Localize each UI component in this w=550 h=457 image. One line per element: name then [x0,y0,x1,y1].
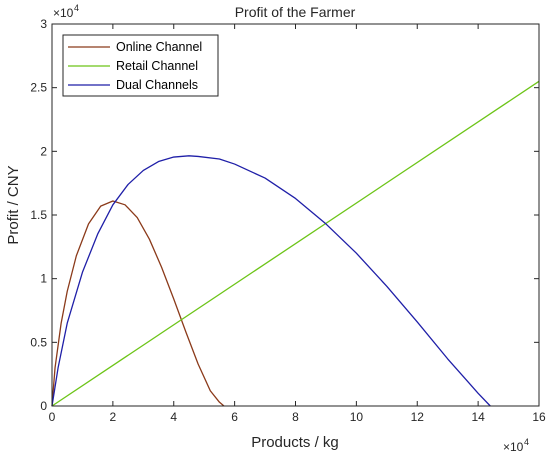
y-tick-label: 0.5 [30,335,47,349]
plot-area [51,80,540,407]
y-tick-label: 2 [40,144,47,158]
x-tick-label: 12 [411,410,425,424]
x-tick-label: 8 [292,410,299,424]
series-line-online-channel [51,200,225,407]
x-multiplier-exponent: 4 [524,437,529,447]
axes: 0 2 4 6 8 10 12 14 16 0 0.5 1 1.5 2 2.5 3 [30,17,546,424]
x-tick-label: 0 [49,410,56,424]
y-axis-multiplier: ×10 4 [53,3,79,20]
y-multiplier-exponent: 4 [74,3,79,13]
legend-label-online-channel: Online Channel [116,40,202,54]
x-tick-label: 6 [231,410,238,424]
legend-label-dual-channels: Dual Channels [116,78,198,92]
series-line-dual-channels [51,155,491,407]
chart-title: Profit of the Farmer [235,4,356,20]
x-axis-multiplier: ×10 4 [503,437,529,454]
x-axis-label: Products / kg [251,434,339,451]
y-tick-label: 2.5 [30,81,47,95]
x-multiplier-base: ×10 [503,440,524,454]
legend-label-retail-channel: Retail Channel [116,59,198,73]
x-tick-label: 16 [532,410,546,424]
series-line-retail-channel [51,80,540,407]
y-tick-label: 0 [40,399,47,413]
x-tick-label: 14 [471,410,485,424]
x-tick-label: 10 [350,410,364,424]
x-tick-label: 2 [110,410,117,424]
y-axis-label: Profit / CNY [5,165,22,244]
y-tick-label: 3 [40,17,47,31]
legend: Online Channel Retail Channel Dual Chann… [62,34,219,97]
y-multiplier-base: ×10 [53,6,74,20]
x-tick-label: 4 [170,410,177,424]
y-tick-label: 1 [40,272,47,286]
y-tick-label: 1.5 [30,208,47,222]
